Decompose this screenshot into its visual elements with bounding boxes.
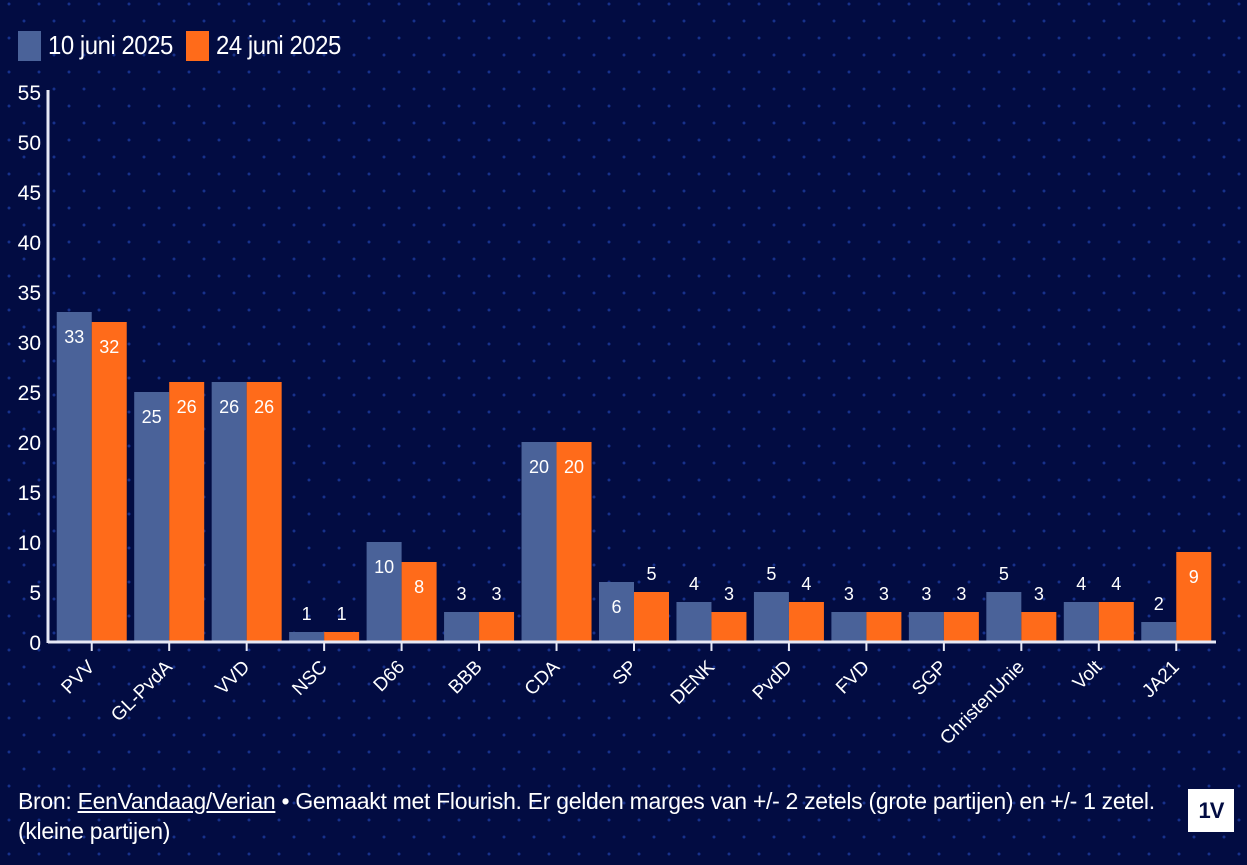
bar-sgp-series-1 [908, 612, 944, 642]
bar-volt-series-1 [1063, 602, 1099, 642]
data-label: 4 [1076, 574, 1086, 594]
data-label: 5 [766, 564, 776, 584]
data-label: 33 [64, 327, 84, 347]
y-tick-label: 20 [18, 432, 41, 455]
y-tick-label: 35 [18, 282, 41, 305]
y-tick-label: 10 [18, 532, 41, 555]
bar-pvv-series-1 [56, 312, 92, 642]
data-label: 1 [302, 604, 312, 624]
data-label: 10 [374, 557, 394, 577]
legend-swatch-series-2 [185, 30, 209, 61]
y-tick-label: 40 [18, 232, 41, 255]
x-tick-label: CDA [521, 656, 564, 699]
data-label: 20 [529, 457, 549, 477]
bar-christenunie-series-1 [986, 592, 1022, 642]
data-label: 3 [879, 584, 889, 604]
bar-christenunie-series-2 [1021, 612, 1057, 642]
data-label: 26 [254, 397, 274, 417]
bar-cda-series-2 [556, 442, 592, 642]
data-label: 20 [564, 457, 584, 477]
bar-ja21-series-2 [1176, 552, 1212, 642]
x-tick-label: SP [609, 657, 642, 690]
data-label: 9 [1189, 567, 1199, 587]
y-tick-label: 25 [18, 382, 41, 405]
bar-vvd-series-1 [211, 382, 247, 642]
bar-sp-series-1 [599, 582, 634, 642]
eenvandaag-logo[interactable]: 1V [1188, 789, 1234, 832]
bar-d66-series-2 [401, 562, 437, 642]
data-label: 4 [689, 574, 699, 594]
data-label: 5 [646, 564, 656, 584]
x-tick-label: PVV [58, 656, 100, 698]
bar-cda-series-1 [521, 442, 557, 642]
bar-vvd-series-2 [246, 382, 282, 642]
bar-fvd-series-2 [866, 612, 902, 642]
data-label: 26 [177, 397, 197, 417]
data-label: 3 [956, 584, 966, 604]
footer-prefix: Bron: [18, 788, 78, 814]
x-tick-label: PvdD [749, 657, 797, 705]
data-label: 5 [999, 564, 1009, 584]
bar-nsc-series-2 [324, 632, 360, 642]
source-link[interactable]: EenVandaag/Verian [77, 788, 276, 814]
legend-swatch-series-1 [18, 30, 41, 61]
y-tick-label: 55 [18, 82, 41, 105]
bar-volt-series-2 [1098, 602, 1134, 642]
bar-bbb-series-2 [479, 612, 515, 642]
bar-gl-pvda-series-1 [134, 392, 170, 642]
data-label: 3 [844, 584, 854, 604]
chart-footer: Bron: EenVandaag/Verian • Gemaakt met Fl… [18, 786, 1168, 846]
x-tick-label: BBB [445, 657, 487, 699]
y-tick-label: 15 [18, 482, 41, 505]
x-tick-label: VVD [212, 657, 254, 699]
data-label: 3 [921, 584, 931, 604]
y-tick-label: 45 [18, 182, 41, 205]
bar-bbb-series-1 [444, 612, 480, 642]
data-label: 3 [724, 584, 734, 604]
bar-denk-series-1 [676, 602, 712, 642]
x-tick-label: GL-PvdA [107, 656, 177, 726]
bar-pvv-series-2 [91, 322, 127, 642]
x-tick-label: NSC [288, 657, 331, 700]
chart-legend: 10 juni 2025 24 juni 2025 [18, 30, 353, 61]
bar-sp-series-2 [634, 592, 669, 642]
y-tick-label: 0 [29, 632, 41, 655]
y-tick-label: 50 [18, 132, 41, 155]
bar-nsc-series-1 [289, 632, 325, 642]
bar-gl-pvda-series-2 [169, 382, 205, 642]
y-tick-label: 30 [18, 332, 41, 355]
data-label: 25 [142, 407, 162, 427]
data-label: 1 [337, 604, 347, 624]
data-label: 2 [1154, 594, 1164, 614]
x-tick-label: DENK [667, 656, 719, 708]
x-tick-label: JA21 [1138, 657, 1183, 702]
data-label: 26 [219, 397, 239, 417]
bar-denk-series-2 [711, 612, 747, 642]
x-tick-label: SGP [908, 657, 951, 700]
legend-label-series-2: 24 juni 2025 [215, 30, 341, 60]
legend-label-series-1: 10 juni 2025 [48, 30, 173, 60]
bar-d66-series-1 [366, 542, 402, 642]
x-tick-label: D66 [370, 657, 409, 696]
data-label: 4 [1111, 574, 1121, 594]
bar-fvd-series-1 [831, 612, 867, 642]
legend-item-series-2[interactable]: 24 juni 2025 [185, 30, 341, 61]
bar-ja21-series-1 [1141, 622, 1177, 642]
footer-note: • Gemaakt met Flourish. Er gelden marges… [18, 788, 1155, 844]
bar-sgp-series-2 [943, 612, 979, 642]
bar-pvdd-series-1 [753, 592, 789, 642]
data-label: 4 [801, 574, 811, 594]
data-label: 3 [492, 584, 502, 604]
bar-pvdd-series-2 [788, 602, 824, 642]
x-tick-label: FVD [832, 657, 874, 699]
x-tick-label: Volt [1069, 656, 1107, 694]
data-label: 6 [611, 597, 621, 617]
data-label: 3 [1034, 584, 1044, 604]
y-tick-label: 5 [29, 582, 41, 605]
data-label: 3 [457, 584, 467, 604]
data-label: 8 [414, 577, 424, 597]
legend-item-series-1[interactable]: 10 juni 2025 [18, 30, 173, 61]
data-label: 32 [99, 337, 119, 357]
